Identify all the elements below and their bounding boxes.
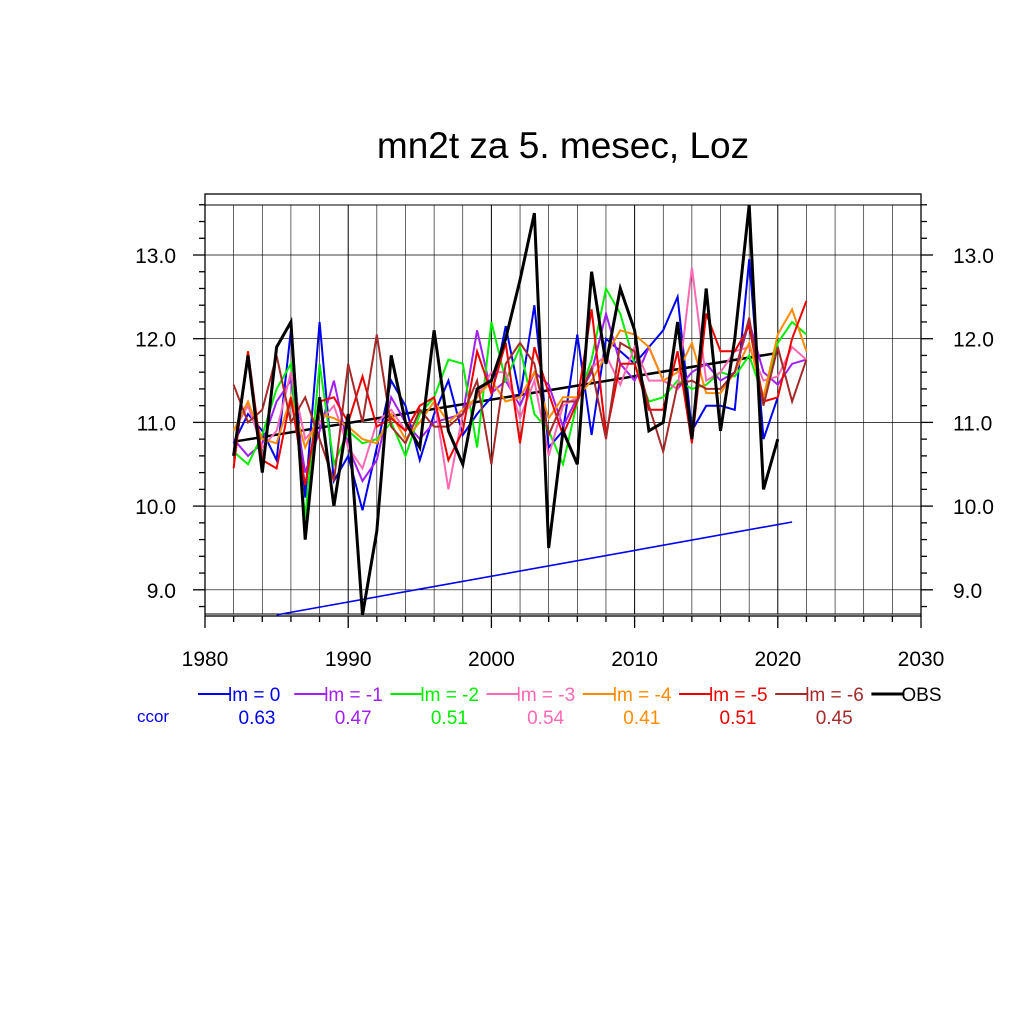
ccor-value: 0.54 [527,708,564,729]
legend-label: lm = -3 [517,685,576,706]
series-line-lm-4 [232,306,808,451]
legend-label: lm = -1 [324,685,383,706]
legend-label: lm = 0 [228,685,280,706]
y-tick-label-left: 13.0 [135,245,176,268]
ccor-value: 0.51 [720,708,757,729]
y-tick-label-left: 9.0 [147,580,176,603]
legend-label: lm = -5 [709,685,768,706]
axis-ticks: 1980 1990 2000 2010 2020 2030 9.0 9.0 10.0 10.0 11… [135,204,994,671]
ccor-value: 0.47 [335,708,372,729]
series-group [232,204,808,616]
plot-frame [204,193,922,617]
plot-border [204,193,922,617]
trend-line-ccor [276,521,793,616]
chart-title: mn2t za 5. mesec, Loz [377,125,749,166]
ccor-value: 0.63 [239,708,276,729]
series-line-lm-3 [232,267,808,490]
y-tick-label-left: 12.0 [135,329,176,352]
x-tick-label: 2030 [898,648,945,671]
x-tick-label: 2020 [754,648,801,671]
y-tick-label-right: 13.0 [953,245,994,268]
legend-label: lm = -4 [613,685,672,706]
legend-label: lm = -2 [420,685,479,706]
y-tick-label-right: 11.0 [953,412,992,435]
legend-label: lm = -6 [805,685,864,706]
legend-label: OBS [901,685,941,706]
y-tick-label-right: 10.0 [953,496,994,519]
x-tick-label: 2000 [468,648,515,671]
ccor-value: 0.41 [623,708,660,729]
y-tick-label-right: 12.0 [953,329,994,352]
ccor-value: 0.45 [816,708,853,729]
ccor-label: ccor [137,707,169,726]
x-tick-label: 1980 [182,648,229,671]
grid [205,204,921,615]
series-line-lm-1 [232,309,807,484]
series-line-obs [232,204,780,616]
series-line-lm-2 [232,285,808,519]
y-tick-label-left: 11.0 [137,412,176,435]
x-tick-label: 1990 [325,648,372,671]
x-tick-label: 2010 [611,648,658,671]
y-tick-label-right: 9.0 [953,580,982,603]
ccor-value: 0.51 [431,708,468,729]
y-tick-label-left: 10.0 [135,496,176,519]
